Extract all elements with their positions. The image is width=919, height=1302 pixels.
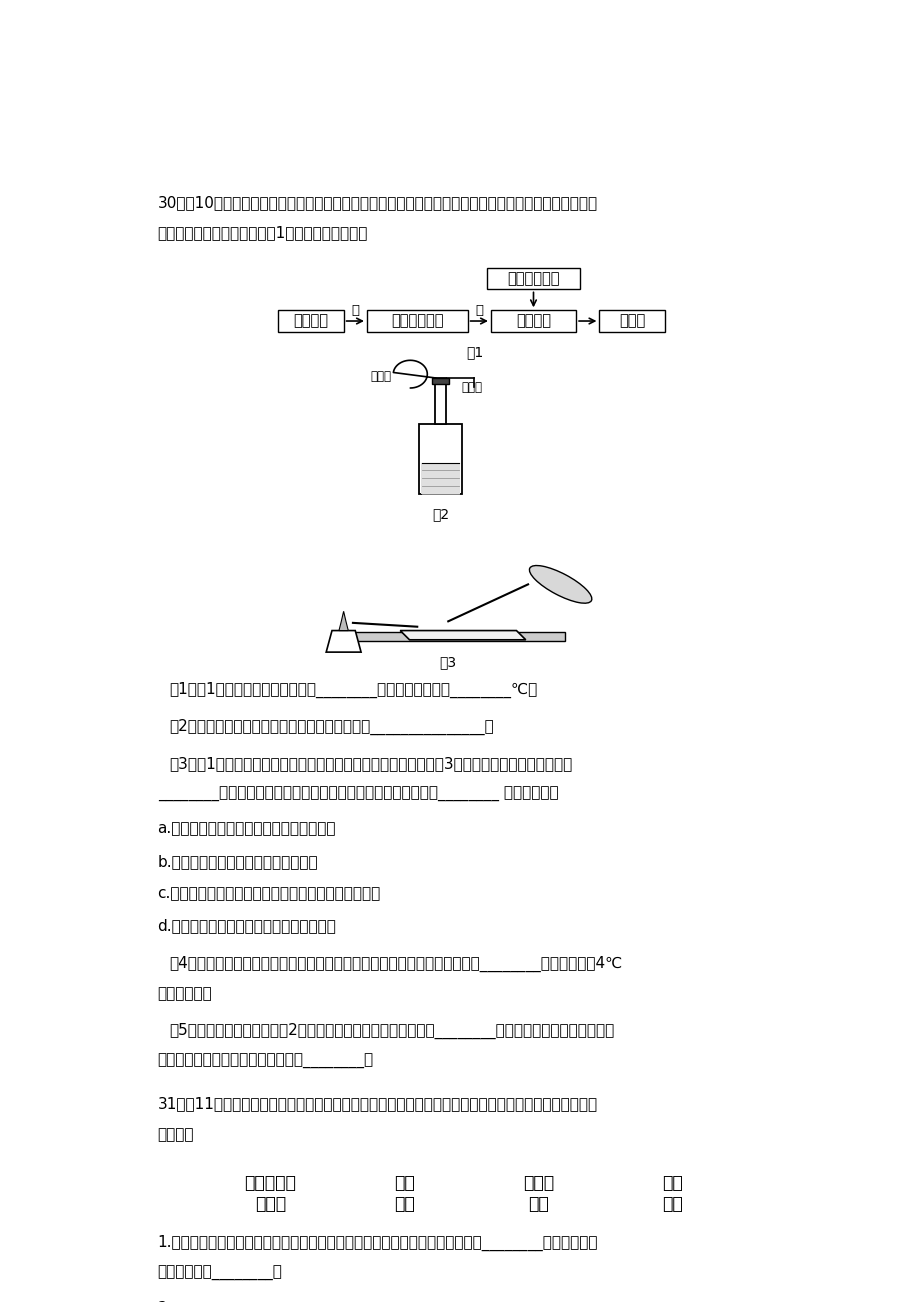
Text: （3）图1过程乙中使用的醋酸菌可以从食醋中分离纯化获得，如图3操作表示分离纯化过程中利用: （3）图1过程乙中使用的醋酸菌可以从食醋中分离纯化获得，如图3操作表示分离纯化过… [169,756,572,771]
FancyBboxPatch shape [419,424,461,493]
Text: （5）某同学尝试自己利用图2装置制果醋，制作过程中进气口应________，排气口要通过一个长而弯曲: （5）某同学尝试自己利用图2装置制果醋，制作过程中进气口应________，排气… [169,1023,614,1039]
Text: 鲜苹果汁: 鲜苹果汁 [293,314,328,328]
Text: 图2: 图2 [431,508,448,521]
Text: 让豆腐上长
出毛霉: 让豆腐上长 出毛霉 [244,1174,296,1213]
Text: 密封
腌制: 密封 腌制 [662,1174,682,1213]
FancyArrow shape [331,1181,344,1206]
Text: 排气口: 排气口 [461,380,482,393]
Text: ________法进行接种，在操作过程中应注意的事项有下列哪几项________ （填字母）。: ________法进行接种，在操作过程中应注意的事项有下列哪几项________… [157,786,558,802]
Text: 30．（10分）苹果醋具有营养丰富，增强机体免疫力，护肤养肝等多种功效，以鲜苹果汁为原料利用发酵: 30．（10分）苹果醋具有营养丰富，增强机体免疫力，护肤养肝等多种功效，以鲜苹果… [157,195,597,210]
Text: 进气口: 进气口 [370,370,391,383]
Text: 1.从微生物培养的角度分析，豆腐就是毛霉等微生物的培养基，按照其状态称为________培养基。腐乳: 1.从微生物培养的角度分析，豆腐就是毛霉等微生物的培养基，按照其状态称为____… [157,1236,597,1251]
Ellipse shape [528,565,591,603]
Text: 31．（11分）腐乳是我国古代劳动人民创造出的一种经过微生物发酵的大豆食品。下面是腐乳制作的流程: 31．（11分）腐乳是我国古代劳动人民创造出的一种经过微生物发酵的大豆食品。下面… [157,1096,597,1112]
FancyBboxPatch shape [207,1164,334,1223]
FancyArrow shape [465,1181,477,1206]
Text: 乙: 乙 [475,305,482,318]
FancyBboxPatch shape [432,378,448,384]
Text: a.每次划线前和结束时都需要灼烧接种环；: a.每次划线前和结束时都需要灼烧接种环； [157,822,335,836]
FancyBboxPatch shape [367,310,467,332]
Text: 苹果醋: 苹果醋 [618,314,645,328]
Text: 图1: 图1 [466,345,483,359]
Text: c.第二次及以后的划线，要从上一次划线的末端划线；: c.第二次及以后的划线，要从上一次划线的末端划线； [157,887,380,901]
Text: 加卤汤
装瓶: 加卤汤 装瓶 [522,1174,553,1213]
Polygon shape [326,630,360,652]
Text: 加盐
腌制: 加盐 腌制 [393,1174,414,1213]
Text: b.灼烧接种环后，待其冷却后再划线；: b.灼烧接种环后，待其冷却后再划线； [157,854,318,868]
Text: 示意图：: 示意图： [157,1128,194,1142]
FancyBboxPatch shape [491,310,575,332]
FancyBboxPatch shape [278,310,344,332]
FancyArrow shape [598,1181,611,1206]
FancyBboxPatch shape [341,1164,467,1223]
FancyBboxPatch shape [332,631,564,642]
Text: 冰箱的方法。: 冰箱的方法。 [157,987,212,1001]
Text: （4）为了保持菌种的纯净，对于短期需要保存的菌种，可以采用接种于固体________培养基，置于4℃: （4）为了保持菌种的纯净，对于短期需要保存的菌种，可以采用接种于固体______… [169,956,622,971]
Text: 图3: 图3 [439,655,457,669]
Polygon shape [400,630,525,639]
FancyBboxPatch shape [421,462,460,493]
Text: 制作的原理是________。: 制作的原理是________。 [157,1266,282,1281]
FancyBboxPatch shape [435,378,446,424]
Text: （2）利用苹果酒制作苹果醋的化学反应方程式为_______________。: （2）利用苹果酒制作苹果醋的化学反应方程式为_______________。 [169,719,494,736]
FancyBboxPatch shape [475,1164,601,1223]
Text: 苹果原醋: 苹果原醋 [516,314,550,328]
Text: d.最后一次划线不能和首次划的线相接触。: d.最后一次划线不能和首次划的线相接触。 [157,918,336,934]
Text: 高纯度苹果酒: 高纯度苹果酒 [391,314,443,328]
FancyBboxPatch shape [486,268,579,289]
Text: 的胶管与瓶身相连，这样做的原因是________。: 的胶管与瓶身相连，这样做的原因是________。 [157,1055,373,1069]
Text: 苹果汁等原料: 苹果汁等原料 [506,271,559,286]
FancyBboxPatch shape [608,1164,735,1223]
Text: 瓶制作果酒和果醋的过程如图1所示，请分析回答：: 瓶制作果酒和果醋的过程如图1所示，请分析回答： [157,225,368,241]
Polygon shape [338,612,348,630]
Text: 甲: 甲 [351,305,358,318]
FancyBboxPatch shape [598,310,664,332]
Text: 2.传统的腐乳制作过程中，豆腐块上生长的毛霉来自________；而现代的腐乳生产是在严格的无菌条件: 2.传统的腐乳制作过程中，豆腐块上生长的毛霉来自________；而现代的腐乳生… [157,1301,597,1302]
Text: （1）图1甲过程中使用的微生物是________，发酵温度控制在________℃。: （1）图1甲过程中使用的微生物是________，发酵温度控制在________… [169,682,537,698]
